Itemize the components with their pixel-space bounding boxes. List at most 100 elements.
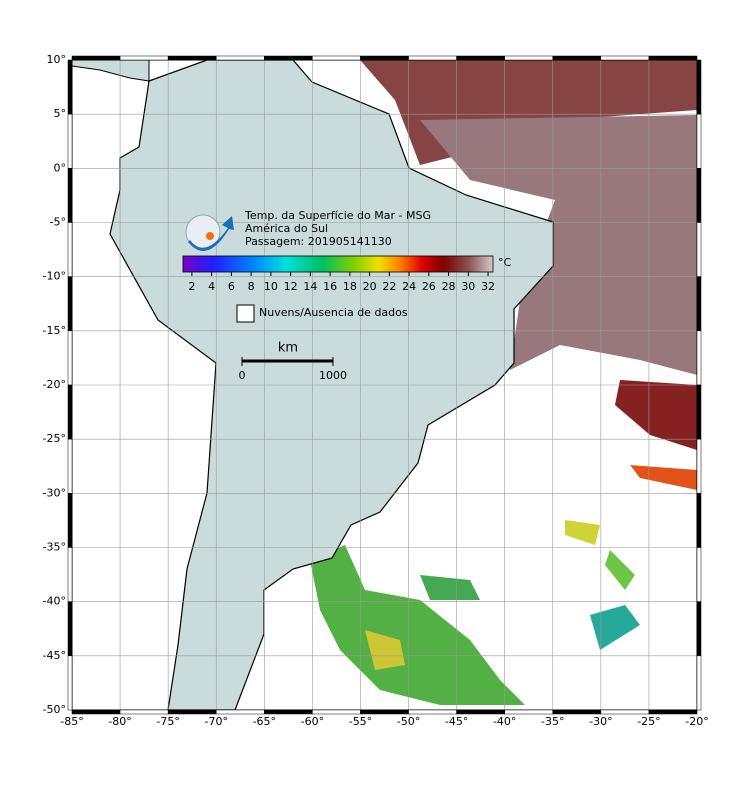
- frame-band: [67, 330, 73, 386]
- colorbar-tick-label: 18: [343, 280, 357, 293]
- frame-band: [67, 168, 73, 223]
- x-tick-label: -60°: [301, 715, 324, 728]
- frame-band: [67, 222, 73, 277]
- colorbar: [182, 255, 494, 273]
- colorbar-tick-label: 26: [422, 280, 436, 293]
- logo-arrow: [188, 216, 234, 251]
- colorbar-tick-label: 12: [284, 280, 298, 293]
- scalebar-label: 1000: [319, 369, 347, 382]
- scalebar-label: 0: [239, 369, 246, 382]
- frame-band: [552, 55, 602, 61]
- frame-band: [696, 59, 702, 115]
- colorbar-tick-label: 32: [481, 280, 495, 293]
- x-tick-label: -35°: [541, 715, 564, 728]
- y-tick-label: -40°: [43, 595, 66, 608]
- colorbar-tick-label: 28: [442, 280, 456, 293]
- frame-band: [360, 709, 409, 715]
- frame-band: [215, 709, 265, 715]
- colorbar-tick-label: 30: [461, 280, 475, 293]
- colorbar-tick-label: 20: [363, 280, 377, 293]
- frame-band: [648, 709, 698, 715]
- x-tick-label: -25°: [637, 715, 660, 728]
- frame-band: [67, 113, 73, 169]
- frame-band: [696, 601, 702, 657]
- frame-band: [696, 113, 702, 169]
- frame-band: [264, 55, 313, 61]
- map-area: [72, 60, 697, 710]
- frame-band: [67, 655, 73, 711]
- colorbar-tick-label: 2: [188, 280, 195, 293]
- y-tick-label: 10°: [47, 53, 67, 66]
- x-tick-label: -55°: [349, 715, 372, 728]
- frame-band: [648, 55, 698, 61]
- frame-band: [504, 709, 554, 715]
- frame-band: [408, 709, 457, 715]
- frame-band: [312, 55, 361, 61]
- frame-band: [67, 601, 73, 657]
- y-tick-label: -50°: [43, 703, 66, 716]
- frame-band: [119, 55, 169, 61]
- y-tick-label: -35°: [43, 541, 66, 554]
- colorbar-tick-label: 14: [303, 280, 317, 293]
- x-tick-label: -65°: [253, 715, 276, 728]
- frame-band: [696, 168, 702, 223]
- y-tick-label: -10°: [43, 270, 66, 283]
- colorbar-tick-label: 22: [382, 280, 396, 293]
- frame-band: [71, 709, 121, 715]
- x-tick-label: -50°: [397, 715, 420, 728]
- frame-band: [119, 709, 169, 715]
- sst-patch: [365, 630, 405, 670]
- colorbar-tick-label: 16: [323, 280, 337, 293]
- sst-warm: [420, 115, 697, 375]
- y-tick-label: -5°: [50, 216, 66, 229]
- frame-band: [167, 55, 217, 61]
- sst-south: [310, 545, 525, 705]
- frame-band: [504, 55, 554, 61]
- sst-streak: [630, 465, 697, 490]
- y-tick-label: -15°: [43, 324, 66, 337]
- frame-band: [71, 55, 121, 61]
- frame-band: [264, 709, 313, 715]
- frame-band: [67, 493, 73, 548]
- sst-patch: [605, 550, 635, 590]
- frame-band: [456, 709, 505, 715]
- legend-label: Nuvens/Ausencia de dados: [259, 306, 408, 319]
- sst-field: [310, 60, 697, 705]
- central-america: [72, 60, 150, 82]
- frame-band: [67, 384, 73, 440]
- y-tick-label: -30°: [43, 486, 66, 499]
- title: Temp. da Superfície do Mar - MSG: [244, 209, 431, 222]
- sst-patch: [565, 520, 600, 545]
- frame-band: [600, 55, 650, 61]
- frame-band: [600, 709, 650, 715]
- sst-patch: [590, 605, 640, 650]
- logo-sun: [206, 232, 214, 240]
- inpe-logo: [185, 214, 234, 251]
- x-tick-label: -30°: [589, 715, 612, 728]
- colorbar-tick-label: 6: [228, 280, 235, 293]
- colorbar-tick-label: 10: [264, 280, 278, 293]
- frame-band: [215, 55, 265, 61]
- x-tick-label: -80°: [108, 715, 131, 728]
- frame-band: [696, 493, 702, 548]
- graticule: [72, 60, 697, 710]
- frame-band: [456, 55, 505, 61]
- frame-band: [696, 438, 702, 494]
- y-tick-label: 5°: [54, 107, 67, 120]
- frame-band: [696, 384, 702, 440]
- x-tick-label: -70°: [204, 715, 227, 728]
- x-tick-label: -85°: [60, 715, 83, 728]
- pass-time: Passagem: 201905141130: [245, 235, 392, 248]
- frame-band: [67, 59, 73, 115]
- frame-band: [696, 655, 702, 711]
- frame-band: [696, 276, 702, 332]
- colorbar-tick-label: 24: [402, 280, 416, 293]
- x-tick-label: -75°: [156, 715, 179, 728]
- region: América do Sul: [245, 222, 328, 235]
- x-tick-label: -45°: [445, 715, 468, 728]
- colorbar-tick-label: 4: [208, 280, 215, 293]
- y-tick-label: -25°: [43, 432, 66, 445]
- x-tick-label: -20°: [685, 715, 708, 728]
- x-tick-label: -40°: [493, 715, 516, 728]
